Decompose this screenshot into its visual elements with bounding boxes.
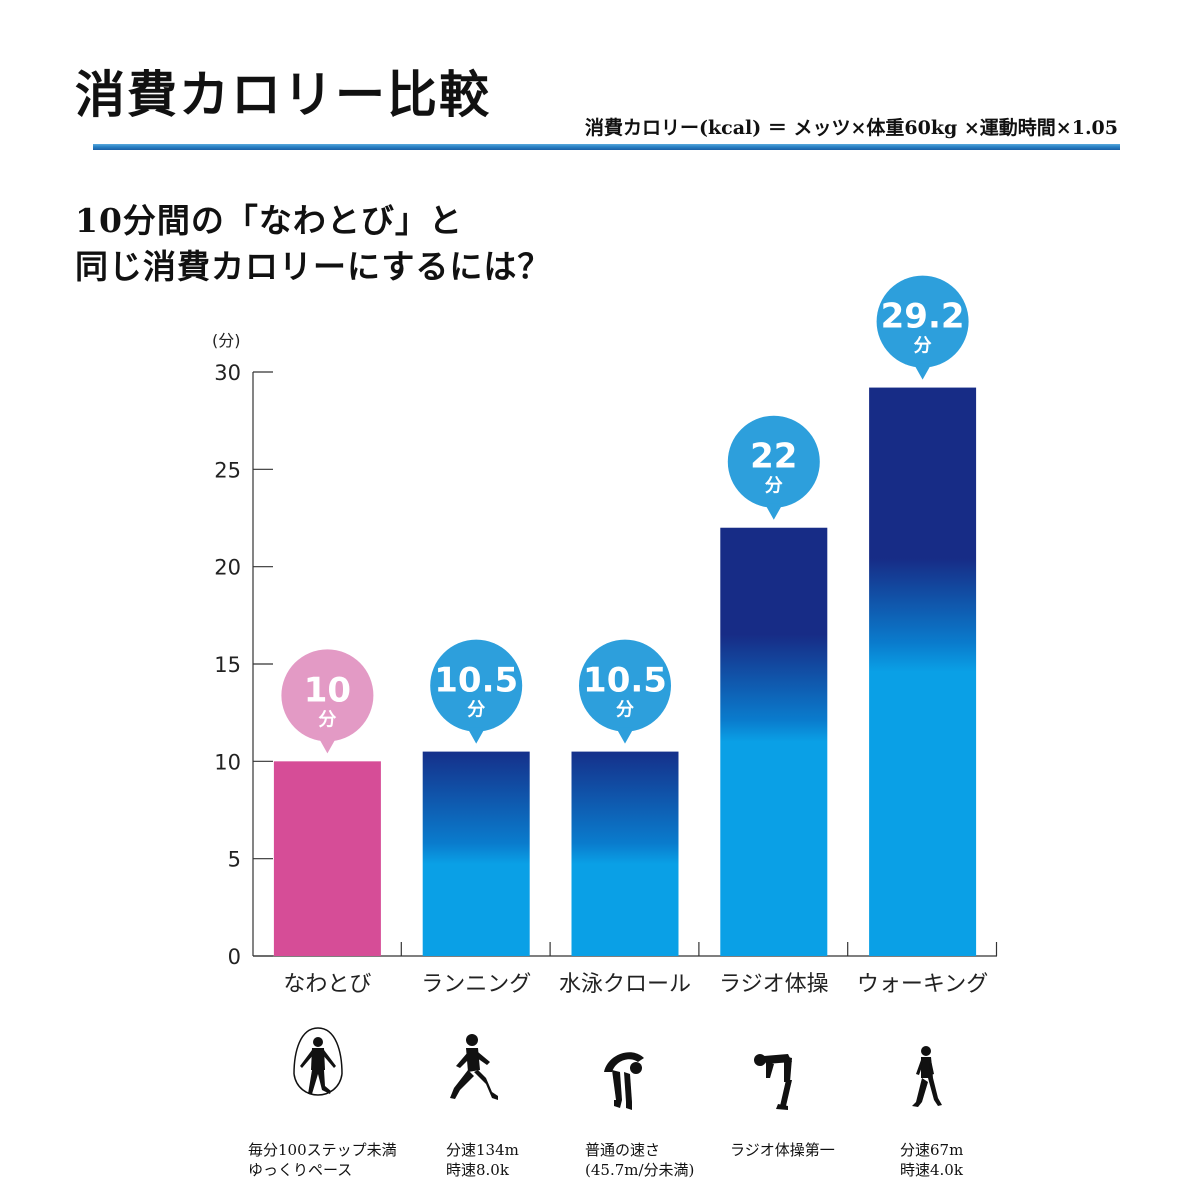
category-label: 水泳クロール: [559, 972, 691, 997]
note-line: 毎分100ステップ未満: [248, 1141, 397, 1159]
title-rule: [93, 144, 1120, 150]
bubble-circle: [430, 639, 523, 732]
note-line: (45.7m/分未満): [585, 1161, 695, 1179]
data-label-unit: 分: [616, 700, 634, 721]
y-axis-unit: (分): [212, 331, 241, 350]
value-bubble: 10.5分: [430, 639, 523, 744]
note-line: ラジオ体操第一: [730, 1141, 835, 1159]
bubble-pointer: [913, 363, 932, 380]
bubble-pointer: [616, 727, 634, 744]
category-label: ウォーキング: [857, 972, 988, 997]
bubble-circle: [876, 275, 969, 368]
bar-2: [422, 751, 530, 956]
data-label: 10.5: [434, 661, 518, 701]
walker-figure-icon: [912, 1046, 942, 1107]
swimmer-figure-icon: [604, 1052, 644, 1110]
bubble-pointer: [318, 737, 337, 754]
data-label-unit: 分: [914, 336, 932, 357]
y-tick-label: 25: [214, 458, 241, 482]
bubble-circle: [579, 639, 671, 732]
bar-4: [720, 527, 828, 956]
runner-figure-icon: [450, 1034, 498, 1100]
note-line: 普通の速さ: [585, 1141, 661, 1159]
bubble-pointer: [764, 503, 783, 520]
bubble-circle: [281, 649, 374, 742]
y-tick-label: 30: [214, 361, 241, 385]
chart-bars: [273, 387, 977, 956]
data-label-unit: 分: [318, 709, 336, 730]
y-tick-label: 20: [214, 556, 241, 580]
value-bubble: 10分: [281, 649, 374, 754]
bar-1: [273, 761, 381, 956]
note-line: ゆっくりペース: [248, 1161, 353, 1179]
data-label-unit: 分: [765, 476, 783, 497]
note-line: 時速8.0k: [446, 1161, 509, 1179]
note-walking: 分速67m 時速4.0k: [900, 1140, 963, 1180]
data-label: 10.5: [583, 661, 667, 701]
bar-3: [571, 751, 679, 956]
note-radio-exercise: ラジオ体操第一: [730, 1140, 835, 1160]
question-line-1: 10分間の「なわとび」と: [75, 201, 463, 240]
page-title: 消費カロリー比較: [75, 65, 491, 124]
data-label: 10: [304, 670, 351, 710]
value-bubble: 10.5分: [579, 639, 671, 744]
category-label: ラジオ体操: [719, 972, 829, 997]
data-label-unit: 分: [467, 700, 485, 721]
data-label: 29.2: [881, 297, 965, 337]
radio-exercise-figure-icon: [754, 1054, 792, 1110]
bar-5: [869, 387, 977, 956]
note-line: 分速67m: [900, 1141, 964, 1159]
chart-category-labels: なわとび ランニング 水泳クロール ラジオ体操 ウォーキング: [283, 972, 988, 997]
y-tick-label: 0: [228, 945, 241, 969]
bubble-pointer: [467, 727, 486, 744]
note-running: 分速134m 時速8.0k: [446, 1140, 519, 1180]
value-bubble: 29.2分: [876, 275, 969, 380]
note-jump-rope: 毎分100ステップ未満 ゆっくりペース: [248, 1140, 397, 1180]
note-line: 分速134m: [446, 1141, 519, 1159]
y-tick-label: 5: [228, 848, 241, 872]
category-label: ランニング: [421, 972, 531, 997]
data-label: 22: [750, 437, 797, 477]
y-tick-label: 15: [214, 653, 241, 677]
note-line: 時速4.0k: [900, 1161, 963, 1179]
category-label: なわとび: [283, 972, 371, 997]
bubble-circle: [727, 415, 820, 508]
note-swimming: 普通の速さ (45.7m/分未満): [585, 1140, 694, 1180]
jump-rope-figure-icon: [293, 1027, 343, 1096]
chart-question: 10分間の「なわとび」と 同じ消費カロリーにするには？: [75, 198, 551, 290]
calorie-formula: 消費カロリー(kcal) ＝ メッツ×体重60kg ×運動時間×1.05: [584, 117, 1118, 139]
value-bubble: 22分: [727, 415, 820, 520]
question-line-2: 同じ消費カロリーにするには？: [75, 247, 552, 286]
y-tick-label: 10: [214, 750, 241, 774]
